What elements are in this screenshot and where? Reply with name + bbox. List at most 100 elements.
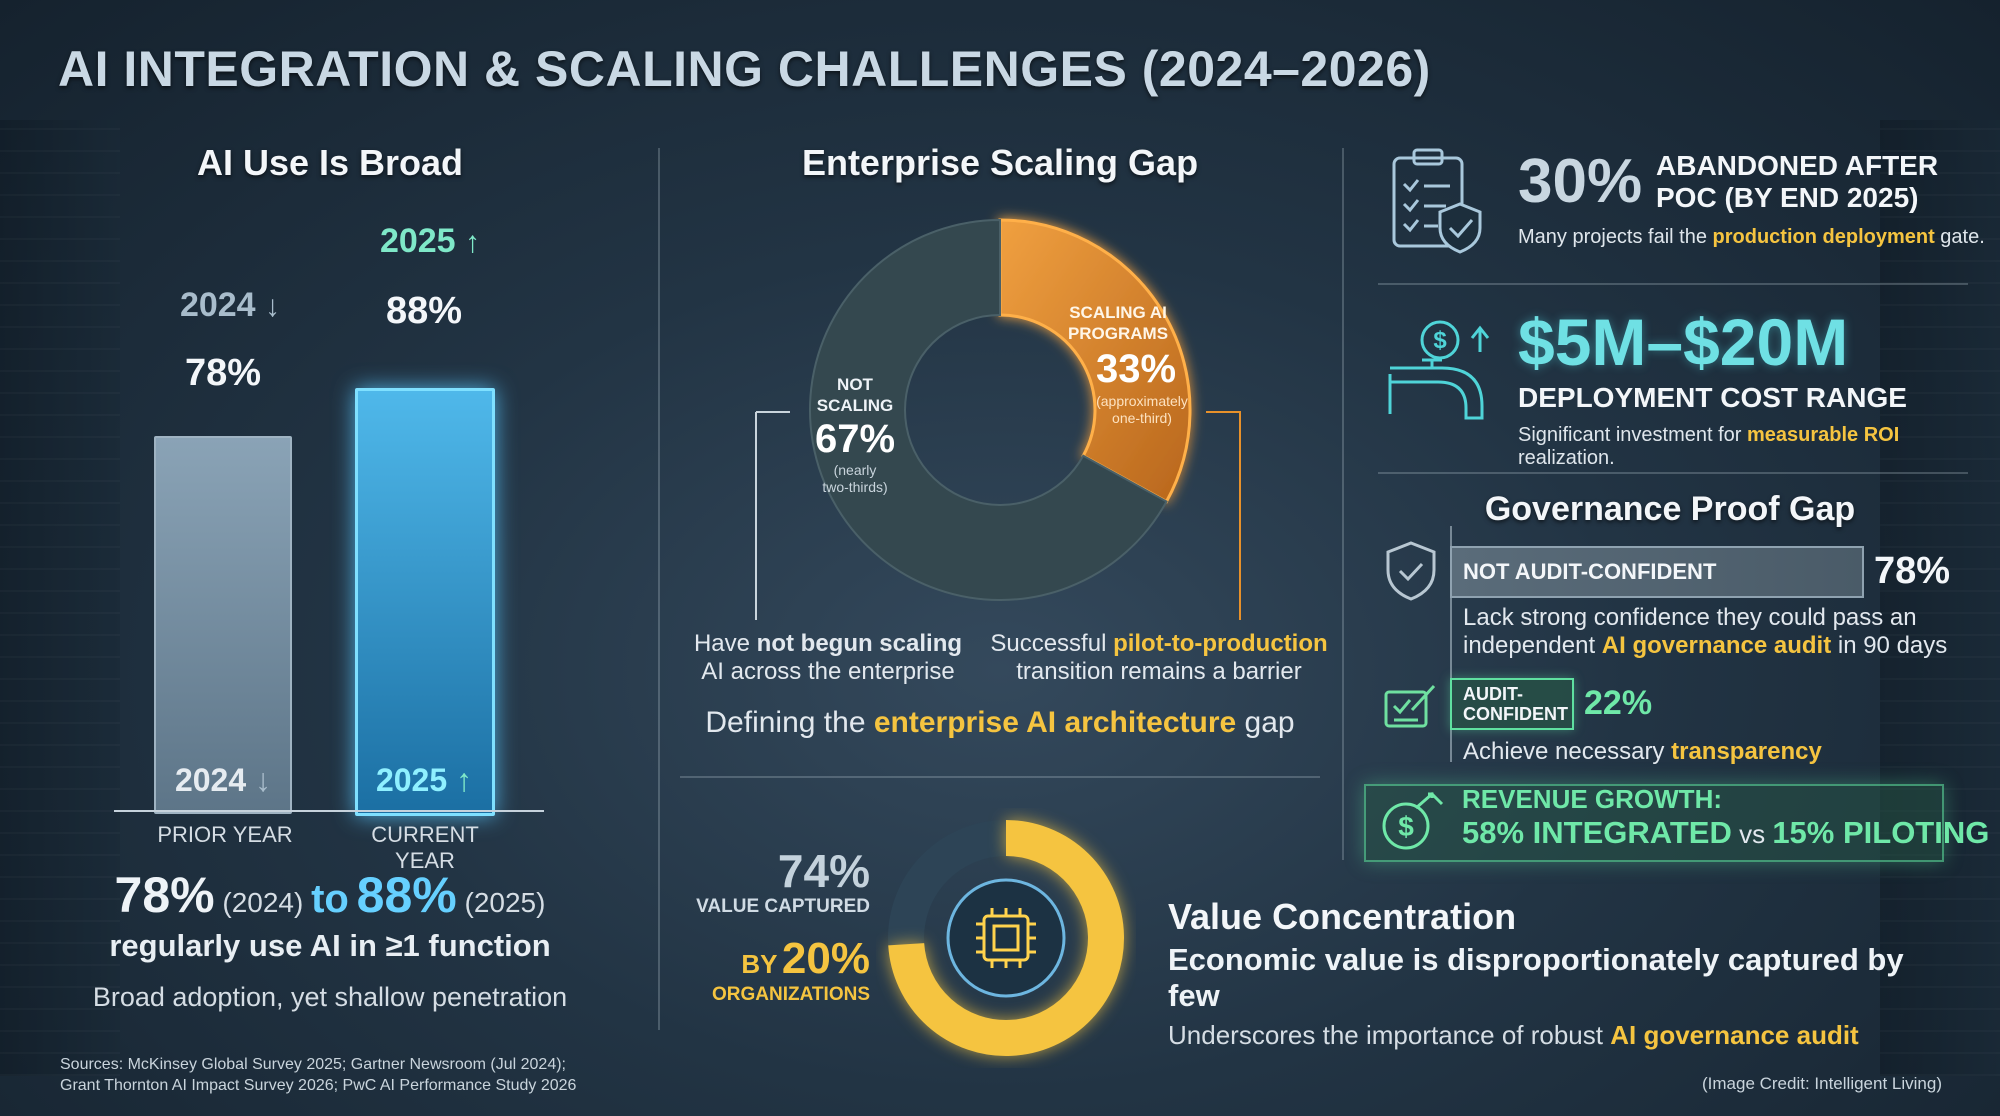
year-2024-top: 2024 ↓ [165, 286, 295, 325]
audit-bar [1450, 678, 1574, 730]
value-captured-arc [888, 820, 1124, 1056]
value-line-3: Underscores the importance of robust AI … [1168, 1020, 1958, 1051]
divider-left [658, 148, 660, 1030]
not-scaling-pct: 67% [815, 417, 895, 461]
governance-bracket [1450, 526, 1452, 762]
year-2025-top-text: 2025 [379, 222, 456, 260]
audit-label-1: AUDIT- [1463, 684, 1523, 704]
audit-label-2: CONFIDENT [1463, 704, 1568, 724]
year-2024-bottom: 2024 ↓ [154, 762, 292, 799]
cost-note-pre: Significant investment for [1518, 424, 1747, 446]
audit-note-bold: transparency [1671, 738, 1822, 765]
define-pre: Defining the [705, 706, 874, 739]
revenue-line-1: REVENUE GROWTH: [1462, 784, 1722, 814]
not-scaling-label-1: NOT [837, 375, 874, 394]
audit-note: Achieve necessary transparency [1463, 738, 1822, 766]
right-caption-line-1: Successful pilot-to-production [986, 630, 1332, 658]
abandon-label: ABANDONED AFTER POC (BY END 2025) [1656, 150, 1938, 214]
scaling-label-1: SCALING AI [1069, 303, 1167, 322]
value-organizations: ORGANIZATIONS [712, 984, 870, 1005]
left-summary: 78% (2024) to 88% (2025) regularly use A… [60, 866, 600, 1013]
not-scaling-label-2: SCALING [817, 396, 894, 415]
cost-note-post: realization. [1518, 447, 1615, 469]
abandon-note-post: gate. [1934, 226, 1985, 248]
not-audit-note-2-post: in 90 days [1831, 632, 1948, 659]
svg-text:$: $ [1433, 327, 1447, 354]
dollar-growth-icon: $ [1382, 791, 1444, 850]
revenue-integrated: 58% INTEGRATED [1462, 815, 1732, 850]
right-caption-bold: pilot-to-production [1113, 630, 1328, 657]
value-74-pct: 74% [777, 845, 870, 897]
shield-check-icon [1386, 541, 1436, 601]
bar-chart-ai-use: 2024 ↓ 2025 ↑ 78% 88% 2024 ↓ 2025 ↑ [110, 210, 550, 830]
ai-use-heading: AI Use Is Broad [196, 142, 464, 183]
cost-note: Significant investment for measurable RO… [1518, 424, 2000, 470]
value-by-20: BY 20% [686, 934, 870, 984]
not-audit-note-1: Lack strong confidence they could pass a… [1463, 604, 1917, 631]
summary-line-1: 78% (2024) to 88% (2025) [60, 866, 600, 924]
chip-ring [946, 878, 1066, 998]
abandon-label-2: POC (BY END 2025) [1656, 182, 1919, 213]
arrow-up-icon: ↑ [456, 762, 473, 798]
x-axis-line [114, 810, 544, 812]
server-rack-left [0, 120, 120, 1076]
abandon-label-1: ABANDONED AFTER [1656, 150, 1939, 181]
not-audit-bar [1450, 546, 1864, 598]
revenue-text: REVENUE GROWTH: 58% INTEGRATED vs 15% PI… [1462, 784, 1989, 851]
value-20-pct: 20% [781, 934, 870, 983]
summary-2025: (2025) [464, 887, 546, 918]
arrow-up-icon: ↑ [465, 226, 481, 259]
not-audit-note-2: independent AI governance audit in 90 da… [1463, 632, 1947, 660]
summary-line-2: regularly use AI in ≥1 function [109, 928, 551, 963]
not-audit-note-2-bold: AI governance audit [1601, 632, 1832, 659]
value-line-3-bold: AI governance audit [1610, 1020, 1859, 1050]
x-label-current: CURRENT YEAR [371, 822, 479, 873]
scaling-label-2: PROGRAMS [1068, 324, 1168, 343]
not-audit-note: Lack strong confidence they could pass a… [1463, 604, 1947, 660]
scaling-donut-chart: NOT SCALING 67% (nearly two-thirds) SCAL… [755, 218, 1241, 620]
divider-right-1 [1378, 283, 1968, 285]
audit-label: AUDIT- CONFIDENT [1463, 684, 1568, 724]
value-text-block: Value Concentration Economic value is di… [1168, 896, 1958, 1051]
checklist-pen-icon [1384, 684, 1436, 728]
value-line-2: Economic value is disproportionately cap… [1168, 942, 1904, 1013]
slice-not-scaling [809, 218, 1168, 601]
right-caption: Successful pilot-to-production transitio… [986, 630, 1332, 686]
divider-right [1342, 148, 1344, 860]
sources-line-2: Grant Thornton AI Impact Survey 2026; Pw… [60, 1077, 577, 1094]
sources: Sources: McKinsey Global Survey 2025; Ga… [60, 1054, 576, 1096]
abandon-pct: 30% [1518, 147, 1643, 216]
year-2024-bottom-text: 2024 [174, 762, 247, 798]
bar-2025-value: 88% [385, 290, 463, 332]
value-heading: Value Concentration [1168, 896, 1517, 937]
divider-right-2 [1378, 472, 1968, 474]
not-scaling-note-1: (nearly [834, 462, 877, 478]
revenue-piloting: 15% PILOTING [1772, 815, 1990, 850]
define-post: gap [1236, 706, 1295, 739]
summary-line-3: Broad adoption, yet shallow penetration [92, 982, 568, 1012]
bar-2025 [355, 387, 495, 816]
right-caption-pre: Successful [990, 630, 1114, 657]
audit-note-pre: Achieve necessary [1463, 738, 1672, 765]
left-caption: Have not begun scaling AI across the ent… [688, 630, 968, 686]
not-scaling-note-2: two-thirds) [822, 479, 887, 495]
left-caption-line-2: AI across the enterprise [701, 658, 955, 685]
abandon-note-bold: production deployment [1712, 226, 1935, 248]
left-caption-bold: not begun scaling [756, 630, 963, 657]
scaling-note-1: (approximately [1096, 393, 1188, 409]
year-2025-bottom-text: 2025 [375, 762, 448, 798]
define-bold: enterprise AI architecture [873, 706, 1237, 739]
year-2025-bottom: 2025 ↑ [355, 762, 493, 799]
abandon-note: Many projects fail the production deploy… [1518, 226, 1985, 249]
value-by: BY [741, 949, 778, 979]
revenue-vs: vs [1731, 819, 1773, 849]
image-credit: (Image Credit: Intelligent Living) [1701, 1074, 1942, 1093]
value-donut-chart [888, 820, 1124, 1056]
right-connector-line [1206, 411, 1241, 620]
page-title: AI INTEGRATION & SCALING CHALLENGES (202… [58, 41, 1431, 97]
not-audit-pct: 78% [1874, 550, 1951, 592]
server-rack-right [1880, 120, 2000, 1076]
scaling-pct: 33% [1096, 347, 1176, 391]
cost-label: DEPLOYMENT COST RANGE [1518, 382, 1907, 413]
value-captured-label: VALUE CAPTURED [696, 896, 870, 917]
